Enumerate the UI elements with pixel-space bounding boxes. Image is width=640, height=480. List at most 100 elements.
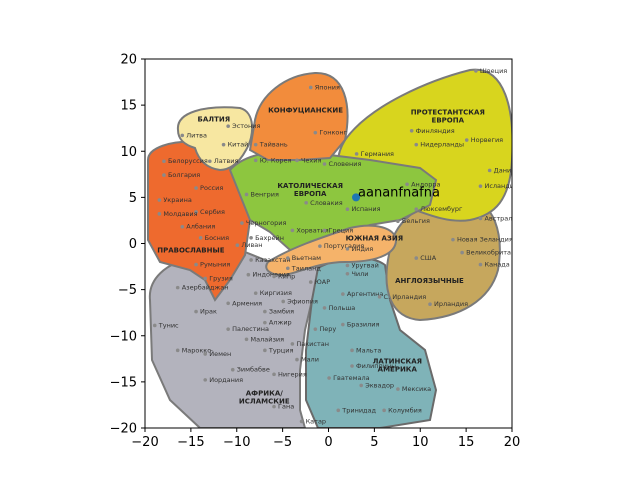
country-label: Тринидад <box>341 406 376 414</box>
country-dot <box>203 378 208 382</box>
country-label: Гана <box>278 403 294 411</box>
country-dot <box>240 221 244 225</box>
country-label: Палестина <box>232 325 269 333</box>
country-label: Швеция <box>480 67 507 75</box>
background-map: БАЛТИЯ КОНФУЦИАНСКИЕ ПРОТЕСТАНТСКАЯ ЕВРОПА К… <box>145 59 523 428</box>
country-label: Словения <box>329 160 362 168</box>
country-dot <box>290 342 295 346</box>
country-dot <box>253 142 258 147</box>
country-dot <box>308 85 313 90</box>
country-dot <box>345 247 350 251</box>
country-label: Перу <box>319 325 336 333</box>
country-label: Азербайджан <box>182 284 229 292</box>
region-south-asia <box>265 224 398 277</box>
country-label: Гонконг <box>319 129 347 137</box>
country-dot <box>194 210 198 214</box>
country-label: Армения <box>232 299 262 307</box>
country-dot <box>263 348 267 353</box>
country-dot <box>322 228 327 233</box>
country-dot <box>295 357 299 362</box>
country-dot <box>157 212 162 216</box>
country-label: Эквадор <box>365 381 394 389</box>
country-label: Эстония <box>232 122 260 130</box>
country-label: Канада <box>484 261 509 269</box>
country-dot <box>345 263 350 268</box>
y-tick-label: −20 <box>110 422 137 437</box>
country-dot <box>345 271 350 276</box>
country-label: Марокко <box>182 346 212 354</box>
country-dot <box>308 280 313 284</box>
region-label: КАТОЛИЧЕСКАЯ ЕВРОПА <box>277 182 343 198</box>
country-label: Иордания <box>209 376 243 384</box>
region-label: ЛАТИНСКАЯ АМЕРИКА <box>373 357 422 373</box>
country-dot <box>272 404 276 409</box>
country-dot <box>336 408 341 413</box>
region-label: ПРОТЕСТАНТСКАЯ ЕВРОПА <box>411 108 485 124</box>
country-label: Белоруссия <box>168 157 208 165</box>
country-label: Колумбия <box>388 406 422 414</box>
country-label: Кипр <box>278 273 295 281</box>
region-label: АФРИКА/ИСЛАМСКИЕ <box>239 390 290 406</box>
country-dot <box>203 276 208 281</box>
country-dot <box>263 309 267 314</box>
country-dot <box>428 302 432 307</box>
country-dot <box>341 292 345 296</box>
country-dot <box>350 364 354 368</box>
country-label: Мали <box>301 356 319 364</box>
country-dot <box>414 256 419 260</box>
country-dot <box>244 192 249 197</box>
x-tick-label: 10 <box>412 435 429 450</box>
country-label: Исландия <box>484 182 518 190</box>
country-label: Чили <box>351 270 368 278</box>
country-dot <box>396 387 400 391</box>
y-tick-label: 5 <box>129 191 137 206</box>
region-label: БАЛТИЯ <box>198 116 231 124</box>
country-dot <box>198 236 203 240</box>
country-label: Андорра <box>411 180 440 188</box>
country-dot <box>162 159 166 164</box>
country-dot <box>322 162 327 166</box>
country-dot <box>162 173 166 177</box>
country-dot <box>253 158 258 163</box>
country-dot <box>230 367 235 372</box>
country-label: Мальта <box>356 346 381 354</box>
x-tick-label: 20 <box>504 435 521 450</box>
country-dot <box>487 168 492 173</box>
country-dot <box>478 184 483 188</box>
scatter-points: aananfnafna <box>352 185 440 202</box>
country-dot <box>313 130 318 135</box>
y-tick-label: 10 <box>120 145 137 160</box>
country-label: Новая Зеландия <box>457 236 513 244</box>
country-label: Великобритания <box>466 249 523 257</box>
country-label: Польша <box>329 304 356 312</box>
country-label: С. Ирландия <box>384 293 427 301</box>
country-label: Пакистан <box>296 340 329 348</box>
country-dot <box>359 383 364 388</box>
y-tick-label: −5 <box>118 283 137 298</box>
y-tick-label: 20 <box>120 53 137 68</box>
region-label: ЮЖНАЯ АЗИЯ <box>346 235 404 243</box>
country-dot <box>295 158 299 163</box>
country-label: Хорватия <box>296 226 328 234</box>
country-label: Словакия <box>310 199 343 207</box>
country-label: Нигерия <box>278 370 307 378</box>
y-tick-label: −10 <box>110 329 137 344</box>
country-label: Албания <box>186 223 215 231</box>
country-label: Ирландия <box>434 300 468 308</box>
country-dot <box>221 142 226 147</box>
country-dot <box>377 295 382 299</box>
country-label: Молдавия <box>163 210 197 218</box>
country-label: Киргизия <box>260 289 292 297</box>
country-label: Украина <box>163 196 191 204</box>
country-label: Литва <box>186 131 207 139</box>
country-label: Финляндия <box>416 127 455 135</box>
country-label: Румыния <box>200 261 230 269</box>
country-dot <box>152 323 157 328</box>
country-label: Уругвай <box>351 261 378 269</box>
country-label: Казахстан <box>255 256 290 264</box>
country-dot <box>350 348 354 353</box>
country-label: Ю. Корея <box>260 156 292 164</box>
country-dot <box>194 186 198 190</box>
country-label: Таиланд <box>291 264 322 272</box>
country-label: Ирак <box>200 308 217 316</box>
